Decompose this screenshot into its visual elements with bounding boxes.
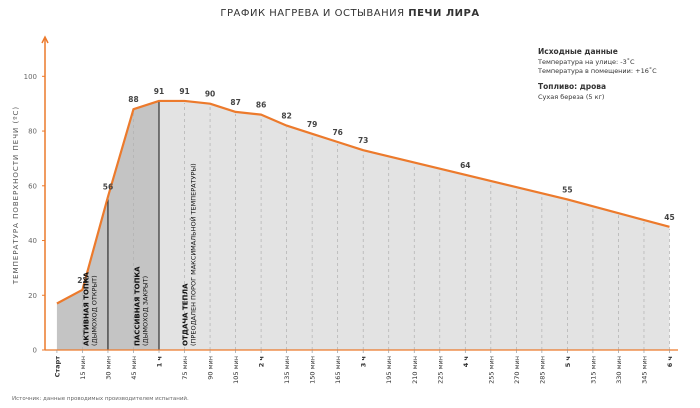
x-tick-label: 2 ч	[258, 356, 266, 367]
x-tick-label: 1 ч	[156, 356, 164, 367]
value-label: 22	[77, 276, 87, 285]
x-tick-label: 6 ч	[666, 356, 674, 367]
value-label: 90	[205, 90, 215, 99]
value-label: 86	[256, 101, 266, 110]
info-text: Температура на улице: -3˚С	[537, 58, 635, 66]
x-tick-label: 90 мин	[207, 356, 215, 380]
x-tick-label: 285 мин	[538, 356, 546, 384]
annotation-title: АКТИВНАЯ ТОПКА	[82, 271, 90, 346]
y-tick-label: 40	[28, 237, 37, 245]
value-label: 88	[128, 95, 138, 104]
x-tick-label: 5 ч	[564, 356, 572, 367]
y-tick-label: 0	[33, 347, 37, 355]
x-tick-label: 30 мин	[104, 356, 112, 380]
annotation-subtitle: (ДЫМОХОД ОТКРЫТ)	[90, 275, 98, 346]
annotation-title: ОТДАЧА ТЕПЛА	[182, 283, 190, 346]
x-tick-label: 315 мин	[589, 356, 597, 384]
x-tick-label: Старт	[53, 356, 61, 378]
y-axis-label: ТЕМПЕРАТУРА ПОВЕРХНОСТИ ПЕЧИ (ºС)	[12, 106, 20, 285]
x-tick-label: 4 ч	[462, 356, 470, 367]
y-tick-label: 80	[28, 128, 37, 136]
x-tick-label: 195 мин	[385, 356, 393, 384]
annotation-title: ПАССИВНАЯ ТОПКА	[133, 266, 141, 346]
plot-area: 22 56 88 91 91 90 87 86 82 79 76 73 64 55 45 0 20 40 60 80 1…	[24, 35, 678, 384]
value-label: 64	[460, 161, 470, 170]
y-tick-label: 20	[28, 292, 37, 300]
value-label: 87	[230, 98, 240, 107]
info-text: Сухая береза (5 кг)	[538, 93, 604, 101]
x-tick-label: 255 мин	[487, 356, 495, 384]
y-axis-arrow	[41, 35, 49, 44]
x-tick-label: 3 ч	[360, 356, 368, 367]
x-tick-label: 225 мин	[436, 356, 444, 384]
y-tick-label: 100	[24, 73, 37, 81]
value-label: 76	[332, 128, 342, 137]
x-tick-label: 210 мин	[411, 356, 419, 384]
x-tick-label: 45 мин	[130, 356, 138, 380]
value-label: 45	[664, 213, 674, 222]
x-tick-label: 105 мин	[232, 356, 240, 384]
source-note: Источник: данные проводимых производител…	[12, 395, 189, 402]
info-heading: Топливо: дрова	[538, 82, 606, 91]
value-label: 91	[154, 87, 164, 96]
value-label: 82	[281, 112, 291, 121]
x-tick-label: 270 мин	[513, 356, 521, 384]
info-text: Температура в помещении: +16˚С	[537, 67, 657, 75]
info-heading: Исходные данные	[538, 47, 618, 56]
value-label: 91	[179, 87, 189, 96]
chart-title: ГРАФИК НАГРЕВА И ОСТЫВАНИЯ ПЕЧИ ЛИРА	[220, 8, 479, 19]
x-tick-label: 15 мин	[79, 356, 87, 380]
y-tick-label: 60	[28, 182, 37, 190]
temperature-line	[56, 99, 670, 305]
x-tick-label: 165 мин	[334, 356, 342, 384]
x-tick-label: 135 мин	[283, 356, 291, 384]
value-label: 79	[307, 120, 317, 129]
annotation-subtitle: (ДЫМОХОД ЗАКРЫТ)	[141, 276, 149, 346]
title-bold-part: ПЕЧИ ЛИРА	[408, 8, 479, 19]
value-label: 55	[562, 185, 572, 194]
x-tick-label: 150 мин	[309, 356, 317, 384]
value-label: 56	[103, 183, 113, 192]
x-tick-label: 75 мин	[181, 356, 189, 380]
title-part: ГРАФИК НАГРЕВА И ОСТЫВАНИЯ	[220, 8, 404, 19]
value-label: 73	[358, 136, 368, 145]
x-tick-label: 345 мин	[640, 356, 648, 384]
x-tick-label: 330 мин	[615, 356, 623, 384]
annotation-subtitle: (ПРЕОДАЛЕН ПОРОГ МАКСИМАЛЬНОЙ ТЕМПЕРАТУР…	[189, 163, 198, 346]
